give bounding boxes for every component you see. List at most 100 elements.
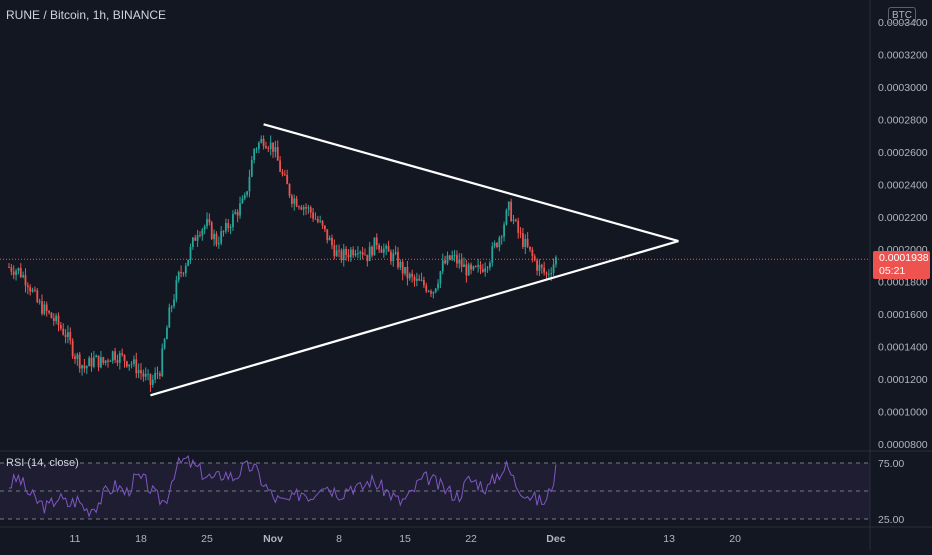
candle-body xyxy=(293,198,296,204)
candle-body xyxy=(241,198,244,204)
candle-body xyxy=(48,311,50,313)
candle-body xyxy=(208,219,211,223)
trendline[interactable] xyxy=(150,240,679,397)
candle-body xyxy=(8,267,10,268)
candle-body xyxy=(64,334,67,337)
candle-body xyxy=(59,325,62,329)
candle-body xyxy=(220,231,223,244)
candle-body xyxy=(78,354,81,369)
candle-body xyxy=(298,206,300,208)
candle-body xyxy=(215,233,218,245)
x-tick-label: 15 xyxy=(399,533,411,545)
candle-body xyxy=(206,219,208,227)
rsi-label: RSI (14, close) xyxy=(6,457,79,469)
candle-body xyxy=(380,249,383,253)
currency-badge[interactable]: BTC xyxy=(888,7,916,24)
candle-body xyxy=(349,249,352,258)
trendlines[interactable] xyxy=(150,123,679,397)
candle-body xyxy=(31,289,34,292)
candle-body xyxy=(229,227,232,229)
candle-body xyxy=(182,273,185,274)
candle-body xyxy=(477,264,480,267)
candle-body xyxy=(286,174,289,185)
candle-body xyxy=(151,379,154,385)
candle-body xyxy=(507,201,510,211)
rsi-band xyxy=(0,462,870,520)
candle-body xyxy=(387,245,390,252)
candle-body xyxy=(125,361,128,367)
candle-body xyxy=(107,360,109,362)
candle-body xyxy=(217,243,220,245)
candle-body xyxy=(338,250,340,252)
candle-body xyxy=(222,231,225,232)
candle-body xyxy=(392,253,395,262)
candle-body xyxy=(463,264,465,267)
candle-body xyxy=(425,285,428,292)
candle-body xyxy=(335,250,338,257)
candle-body xyxy=(236,211,239,216)
candle-body xyxy=(290,195,293,204)
candle-body xyxy=(111,351,114,361)
x-tick-label: 18 xyxy=(135,533,147,545)
candle-body xyxy=(359,252,362,254)
x-tick-label: Dec xyxy=(546,533,565,545)
candle-body xyxy=(180,271,182,274)
candle-body xyxy=(555,257,557,265)
y-tick-label: 0.0000800 xyxy=(878,439,928,451)
candle-body xyxy=(38,301,41,303)
candle-body xyxy=(536,260,538,271)
candle-body xyxy=(269,142,272,149)
x-tick-label: 13 xyxy=(663,533,675,545)
candle-body xyxy=(267,148,270,149)
y-tick-label: 0.0001200 xyxy=(878,374,928,386)
candle-body xyxy=(76,354,79,359)
candle-body xyxy=(411,273,414,277)
y-tick-label: 0.0002200 xyxy=(878,212,928,224)
bar-countdown: 05:21 xyxy=(879,265,906,277)
candle-body xyxy=(364,254,366,256)
candle-body xyxy=(538,264,541,271)
candle-body xyxy=(253,149,256,160)
candle-body xyxy=(382,248,385,253)
candle-body xyxy=(239,203,241,216)
candle-body xyxy=(74,356,76,359)
rsi-upper-label: 75.00 xyxy=(878,458,904,470)
candle-body xyxy=(340,250,343,261)
candle-body xyxy=(312,212,315,219)
candle-body xyxy=(399,261,402,268)
candle-body xyxy=(177,271,180,281)
y-tick-label: 0.0001400 xyxy=(878,342,928,354)
candle-body xyxy=(57,315,60,326)
candle-body xyxy=(71,340,74,357)
candle-body xyxy=(29,287,32,292)
candle-body xyxy=(448,255,451,260)
candle-body xyxy=(248,176,251,192)
candle-body xyxy=(274,147,277,152)
candle-body xyxy=(460,259,463,267)
candle-body xyxy=(272,142,274,152)
candle-body xyxy=(552,264,555,273)
candle-body xyxy=(170,306,173,308)
candle-body xyxy=(133,359,135,364)
candle-body xyxy=(437,283,439,289)
candle-body xyxy=(109,360,112,362)
candle-body xyxy=(427,291,430,292)
candle-body xyxy=(366,254,369,262)
candle-body xyxy=(342,248,345,261)
candle-body xyxy=(498,237,501,248)
candle-body xyxy=(114,351,116,361)
candle-body xyxy=(189,246,192,260)
candle-body xyxy=(531,249,534,257)
y-tick-label: 0.0003200 xyxy=(878,49,928,61)
candle-body xyxy=(352,249,355,256)
candle-body xyxy=(413,276,416,281)
candle-body xyxy=(472,266,475,270)
rsi-series xyxy=(8,455,557,518)
candle-body xyxy=(140,370,142,374)
candle-body xyxy=(45,304,48,312)
candle-body xyxy=(81,365,83,369)
candle-body xyxy=(465,264,468,276)
trendline[interactable] xyxy=(263,123,679,243)
